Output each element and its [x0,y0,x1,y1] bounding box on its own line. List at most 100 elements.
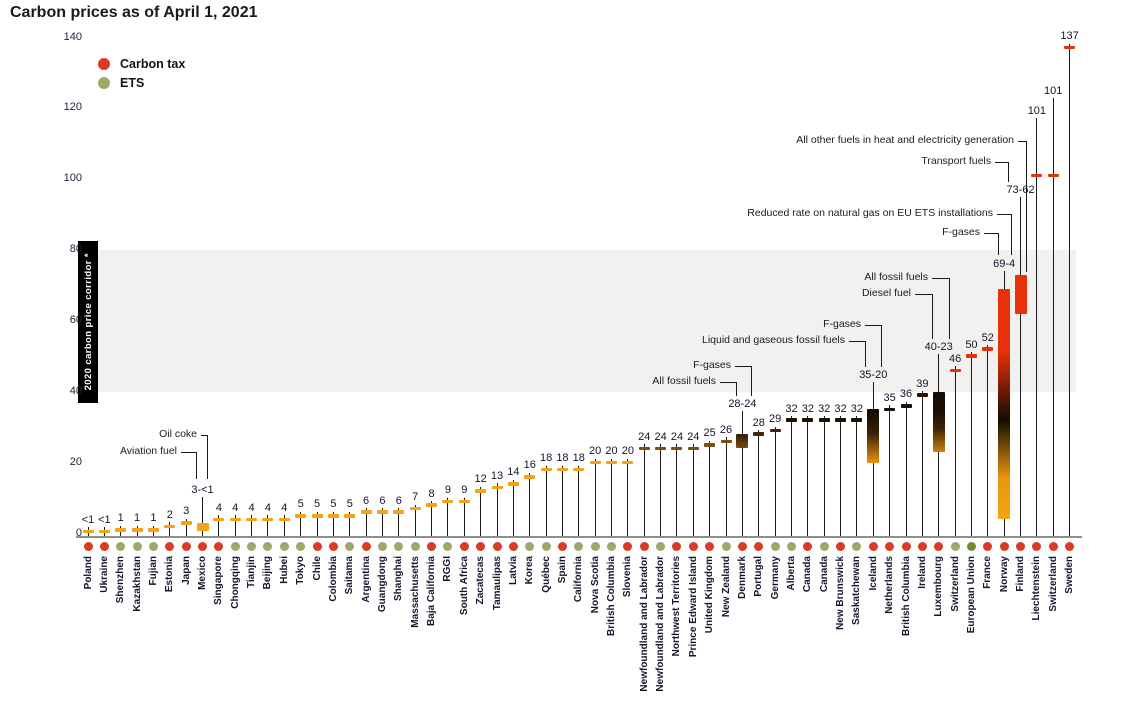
corridor-label-box: 2020 carbon price corridor * [78,241,98,403]
instrument-type-dot [983,542,993,551]
price-value-label: 24 [670,430,684,443]
region-label: Korea [524,556,536,585]
price-value-label: <1 [81,513,95,526]
region-label: Guangdong [376,556,388,613]
instrument-type-dot [819,542,829,551]
instrument-type-dot [656,542,666,551]
instrument-type-dot [607,542,617,551]
price-value-label: 69-4 [993,257,1016,270]
instrument-type-dot [754,542,764,551]
marker-stem [365,508,367,536]
marker-stem [529,472,531,536]
y-axis-tick-label: 0 [75,527,82,539]
annotation-leader-line [196,452,197,479]
price-marker [982,347,994,351]
price-value-label: 3 [183,505,190,518]
marker-stem [758,430,760,536]
price-marker [769,428,781,433]
instrument-type-dot [148,542,158,551]
marker-stem [414,504,416,536]
instrument-type-dot [688,542,698,551]
region-label: Latvia [507,556,519,585]
annotation-label: F-gases [693,359,731,371]
instrument-type-dot [459,542,469,551]
region-label: Poland [82,556,94,590]
price-range-bar [998,288,1011,520]
price-value-label: 5 [346,498,353,511]
price-value-label: 26 [719,423,733,436]
price-marker [475,489,487,493]
price-value-label: 28 [752,416,765,429]
price-value-label: 35 [883,391,896,404]
annotation-leader-line [751,366,752,396]
instrument-type-dot [966,542,976,551]
instrument-type-dot [361,542,371,551]
legend-label-ets: ETS [120,75,145,90]
instrument-type-dot [672,542,682,551]
marker-stem [643,444,645,536]
region-label: Finland [1015,556,1027,592]
region-label: Canada [802,556,814,593]
instrument-type-dot [116,542,126,551]
instrument-type-dot [590,542,600,551]
region-label: Québec [540,556,552,593]
instrument-type-dot [1048,542,1058,551]
region-label: Tamaulipas [491,556,503,611]
y-axis-tick-label: 140 [63,30,82,43]
y-axis-tick-label: 100 [63,172,82,185]
region-label: Hubei [278,556,290,584]
instrument-type-dot [443,542,453,551]
price-marker [295,514,307,518]
price-marker [622,460,634,465]
price-value-label: 24 [654,430,667,443]
price-value-label: 4 [264,501,272,514]
price-marker [147,528,159,532]
y-axis-tick-label: 60 [69,314,82,327]
price-marker [1031,173,1043,178]
price-marker [802,418,814,422]
price-marker [82,529,94,534]
price-marker [442,499,454,504]
marker-stem [202,531,204,536]
price-marker [687,446,699,451]
region-label: Saskatchewan [851,556,863,625]
marker-stem [496,483,498,536]
price-corridor-band [98,250,1076,392]
region-label: Estonia [164,556,176,593]
price-marker [720,439,732,444]
instrument-type-dot [574,542,584,551]
marker-stem [889,405,891,536]
price-marker [1064,45,1076,50]
marker-stem [332,511,334,536]
region-label: Iceland [867,556,879,591]
instrument-type-dot [427,542,437,551]
price-marker [360,510,372,514]
region-label: New Brunswick [835,556,847,630]
price-marker [916,393,928,397]
region-label: Denmark [736,556,748,599]
marker-stem [741,411,743,435]
marker-stem [709,440,711,536]
price-value-label: 101 [1044,84,1063,97]
corridor-label: 2020 carbon price corridor * [82,253,94,391]
marker-stem [381,508,383,536]
price-marker [507,482,519,486]
marker-stem [185,518,187,536]
region-label: Spain [556,556,568,584]
region-label: Saitama [344,556,356,595]
carbon-tax-dot-icon [98,57,110,70]
instrument-type-dot [852,542,862,551]
instrument-type-dot [721,542,731,551]
instrument-type-dot [917,542,927,551]
marker-stem [251,515,253,536]
region-label: Beijing [262,556,274,590]
annotation-leader-line [949,278,950,339]
instrument-type-dot [328,542,338,551]
price-marker [671,446,683,451]
marker-stem [398,508,400,536]
instrument-type-dot [737,542,747,551]
price-value-label: 137 [1060,30,1079,43]
instrument-type-dot [1016,542,1026,551]
instrument-type-dot [623,542,633,551]
marker-stem [300,511,302,536]
